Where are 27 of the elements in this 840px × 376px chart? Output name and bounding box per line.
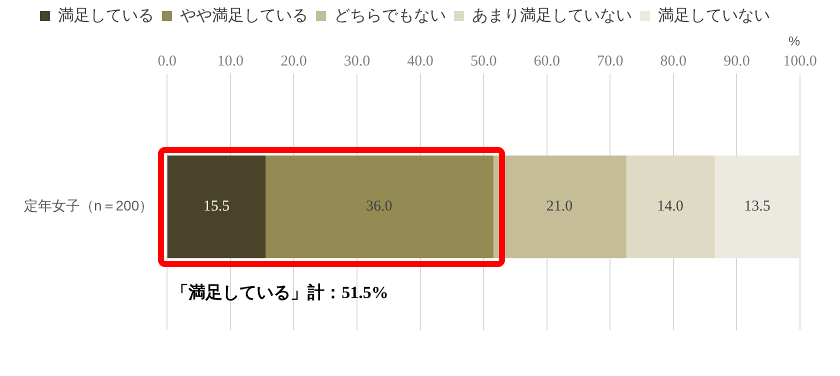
x-tick-label: 30.0 bbox=[344, 54, 370, 70]
text: 「満足している」計：51.5% bbox=[172, 282, 388, 304]
legend-label: 満足している bbox=[58, 6, 154, 24]
x-tick-label: 90.0 bbox=[724, 54, 750, 70]
legend-label: 満足していない bbox=[658, 6, 770, 24]
text: 36.0 bbox=[366, 198, 392, 215]
bar bbox=[167, 155, 266, 258]
x-tick-label: 40.0 bbox=[407, 54, 434, 70]
x-tick-label: 20.0 bbox=[280, 54, 307, 70]
x-tick-label: 70.0 bbox=[597, 54, 624, 70]
x-tick-label: 0.0 bbox=[158, 54, 177, 70]
x-tick-label: 10.0 bbox=[217, 54, 244, 70]
bar bbox=[714, 155, 800, 258]
x-tick-label: 60.0 bbox=[534, 54, 560, 70]
legend-label: やや満足している bbox=[180, 6, 308, 24]
legend-label: どちらでもない bbox=[334, 7, 446, 24]
x-tick-label: 80.0 bbox=[660, 54, 687, 70]
legend-label: あまり満足していない bbox=[472, 6, 632, 24]
x-tick-label: 50.0 bbox=[470, 54, 497, 70]
text: 21.0 bbox=[546, 198, 573, 215]
bar bbox=[626, 155, 715, 258]
text: 13.5 bbox=[744, 198, 770, 215]
y-tick-label: 定年女子（n＝200） bbox=[24, 198, 154, 214]
text: 14.0 bbox=[657, 198, 684, 215]
x-axis-title: % bbox=[788, 33, 800, 48]
text: 15.5 bbox=[203, 198, 230, 215]
x-tick-label: 100.0 bbox=[783, 54, 817, 70]
